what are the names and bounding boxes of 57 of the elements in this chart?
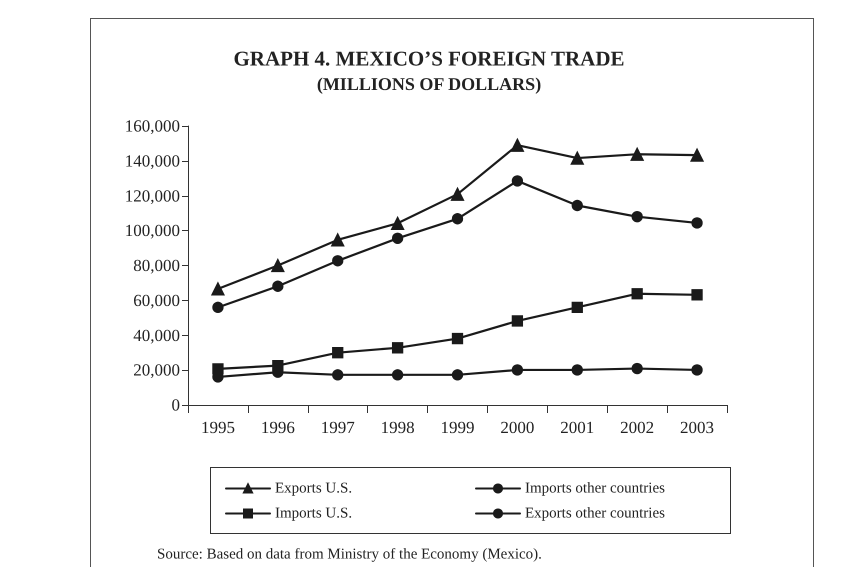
point [572, 200, 583, 212]
x-tick-label: 1995 [200, 418, 235, 437]
point [691, 289, 703, 300]
x-tick-label: 2003 [680, 418, 714, 437]
y-tick-label: 40,000 [133, 326, 180, 345]
x-tick-label: 2001 [560, 418, 594, 437]
point [572, 364, 583, 376]
y-tick-label: 0 [172, 396, 180, 414]
point [452, 332, 464, 344]
y-tick-label: 160,000 [124, 116, 180, 136]
point [570, 151, 584, 165]
legend-label: Exports U.S. [275, 480, 352, 496]
x-tick-label: 1997 [320, 418, 356, 437]
legend-label: Imports U.S. [275, 506, 352, 522]
y-tick-label: 60,000 [133, 290, 180, 310]
point [332, 255, 344, 266]
legend-label: Imports other countries [525, 480, 666, 496]
source-note: Source: Based on data from Ministry of the Economy (Mexico). [157, 546, 542, 562]
point [332, 347, 344, 358]
y-tick-label: 140,000 [124, 151, 180, 170]
point [632, 288, 643, 300]
point [392, 369, 404, 380]
legend-label: Exports other countries [525, 506, 666, 522]
y-tick-label: 20,000 [133, 360, 180, 380]
point [332, 369, 344, 380]
point [690, 148, 704, 162]
point [450, 188, 464, 201]
point [271, 258, 284, 272]
point [630, 148, 644, 161]
point [452, 369, 464, 380]
point [691, 364, 703, 376]
point [392, 232, 404, 244]
point [452, 213, 464, 224]
x-tick-label: 1998 [380, 418, 415, 437]
chart-subtitle: (MILLIONS OF DOLLARS) [316, 74, 542, 94]
point [512, 315, 524, 327]
point [632, 211, 643, 222]
point [211, 282, 225, 296]
point [331, 233, 344, 247]
point [510, 138, 524, 152]
y-tick-label: 80,000 [133, 256, 180, 275]
point [512, 364, 524, 376]
point [512, 175, 524, 187]
point [691, 217, 703, 229]
x-tick-label: 2002 [620, 418, 654, 437]
point [212, 302, 224, 313]
chart-title: GRAPH 4. MEXICO’S FOREIGN TRADE [233, 46, 625, 70]
x-tick-label: 1996 [260, 418, 295, 437]
y-tick-label: 100,000 [124, 221, 180, 240]
point [632, 362, 643, 374]
x-tick-label: 2000 [500, 418, 534, 437]
x-tick-label: 1999 [440, 418, 474, 437]
point [392, 342, 404, 354]
point [390, 216, 404, 230]
point [572, 302, 583, 313]
point [272, 280, 284, 292]
y-tick-label: 120,000 [124, 186, 180, 206]
